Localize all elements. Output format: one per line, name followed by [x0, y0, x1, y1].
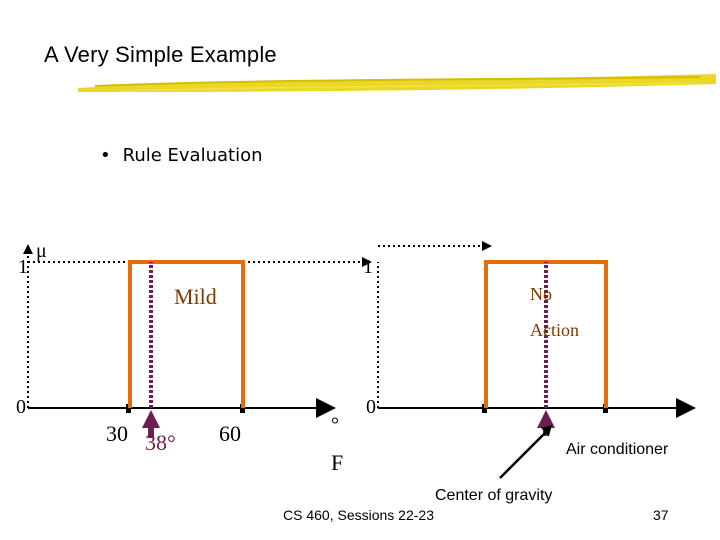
left-y-top-label: 1	[18, 256, 28, 278]
bullet-dot-icon: •	[100, 145, 111, 166]
unit-f-label: F	[331, 450, 344, 475]
no-action-label-line2: Action	[530, 320, 579, 340]
page-number: 37	[653, 507, 669, 523]
tick-label-30: 30	[106, 421, 128, 446]
left-tick-30	[126, 404, 131, 413]
input-value-label: 38°	[145, 430, 176, 455]
right-y-top-label: 1	[363, 256, 373, 278]
right-tick-left	[482, 404, 487, 413]
bullet-item: • Rule Evaluation	[100, 145, 263, 166]
footer-course-label: CS 460, Sessions 22-23	[283, 507, 434, 523]
tick-label-60: 60	[219, 421, 241, 446]
bullet-text: Rule Evaluation	[122, 145, 263, 166]
center-of-gravity-arrow	[537, 410, 555, 428]
right-chart	[377, 241, 696, 479]
left-chart	[23, 244, 372, 438]
mild-set-label: Mild	[174, 284, 217, 309]
left-tick-60	[240, 404, 245, 413]
left-y-zero-label: 0	[16, 396, 26, 418]
title-underline-stroke	[78, 74, 716, 92]
right-y-zero-label: 0	[366, 396, 376, 418]
right-tick-right	[603, 404, 608, 413]
input-marker-arrow	[142, 410, 160, 428]
air-conditioner-label: Air conditioner	[566, 441, 669, 458]
air-conditioner-pointer	[499, 429, 549, 479]
page-title: A Very Simple Example	[44, 42, 277, 67]
left-y-axis-symbol: μ	[36, 240, 47, 262]
center-of-gravity-label: Center of gravity	[435, 487, 553, 504]
mild-membership-function	[128, 260, 245, 408]
no-action-label-line1: No	[530, 284, 552, 304]
unit-degree-label: °	[331, 414, 339, 436]
